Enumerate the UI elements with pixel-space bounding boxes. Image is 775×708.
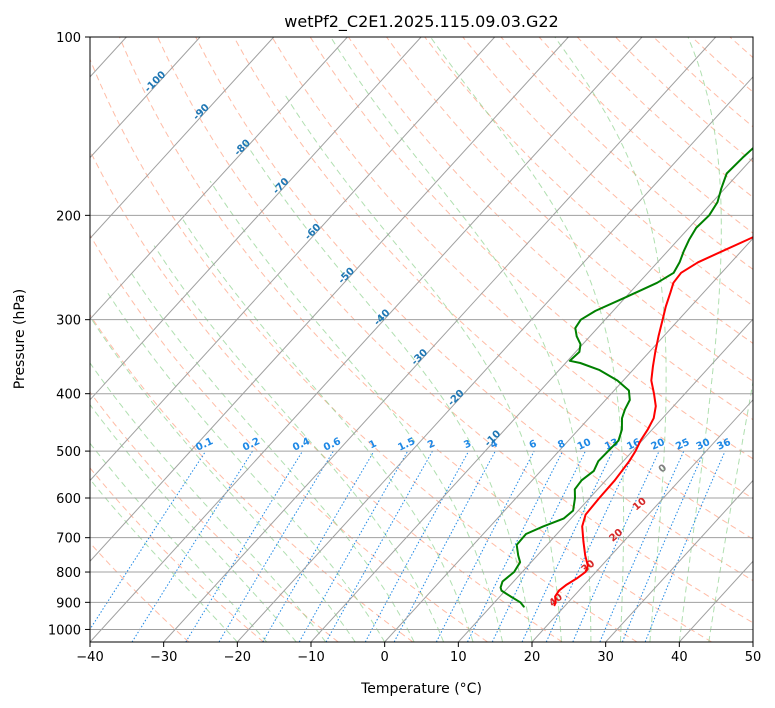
dry-adiabat <box>90 58 638 642</box>
x-tick-label: 20 <box>524 650 541 665</box>
isotherm-line <box>90 37 643 642</box>
moist-adiabat <box>90 362 327 642</box>
mixing-ratio-label: 30 <box>695 437 712 453</box>
mixing-ratio-line <box>621 450 705 642</box>
y-tick-label: 100 <box>56 31 81 46</box>
mixing-ratio-label: 36 <box>715 437 732 453</box>
isotherm-line <box>90 37 348 320</box>
dry-adiabat <box>347 37 753 421</box>
x-tick-label: 10 <box>450 650 467 665</box>
dry-adiabat <box>271 37 753 500</box>
moist-adiabat <box>90 315 356 642</box>
moist-adiabat <box>330 37 592 642</box>
x-tick-label: −40 <box>76 650 103 665</box>
isotherm-line <box>384 237 753 642</box>
y-tick-label: 500 <box>56 445 81 460</box>
y-tick-label: 900 <box>56 596 81 611</box>
mixing-ratio-line <box>545 450 636 642</box>
mixing-ratio-line <box>521 450 614 642</box>
moist-adiabat <box>430 37 625 642</box>
mixing-ratio-line <box>218 450 334 642</box>
isotherm-line <box>457 318 753 642</box>
moist-adiabat <box>678 37 722 642</box>
isotherm-line <box>90 37 496 482</box>
y-tick-label: 400 <box>56 388 81 403</box>
mixing-ratio-line <box>467 450 564 642</box>
moist-adiabat <box>708 379 753 642</box>
y-tick-label: 300 <box>56 314 81 329</box>
dry-adiabat <box>90 467 264 642</box>
dewpoint-line <box>499 146 753 608</box>
y-tick-label: 600 <box>56 492 81 507</box>
dry-adiabat <box>90 234 488 642</box>
isotherm-line <box>90 37 569 563</box>
mixing-ratio-line <box>185 450 304 642</box>
y-tick-label: 700 <box>56 532 81 547</box>
mixing-ratio-line <box>599 450 685 642</box>
profile-series <box>499 146 753 608</box>
dry-adiabat <box>309 37 753 460</box>
x-tick-label: 30 <box>597 650 614 665</box>
isotherm-line <box>310 156 753 642</box>
plot-frame <box>89 36 754 643</box>
y-tick-label: 800 <box>56 566 81 581</box>
mixing-ratio-line <box>393 450 496 642</box>
x-tick-label: 0 <box>381 650 389 665</box>
dry-adiabat <box>90 542 190 642</box>
mixing-ratio-label: 10 <box>576 437 593 453</box>
dry-adiabat <box>157 37 753 624</box>
isotherm-line <box>531 399 753 642</box>
dry-adiabat <box>386 37 753 382</box>
moist-adiabat <box>209 180 503 642</box>
x-tick-label: −30 <box>150 650 177 665</box>
y-axis-label: Pressure (hPa) <box>12 289 28 389</box>
isotherm-line <box>163 37 717 642</box>
x-tick-label: 40 <box>671 650 688 665</box>
isotherm-line <box>605 479 753 642</box>
mixing-ratio-line <box>90 450 207 631</box>
mixing-ratio-label: 2 <box>426 438 437 451</box>
x-tick-label: 50 <box>745 650 762 665</box>
mixing-ratio-label: 13 <box>603 437 620 453</box>
mixing-ratio-label: 3 <box>462 438 473 451</box>
isotherm-line <box>90 37 422 401</box>
moist-adiabat <box>284 94 562 642</box>
y-tick-label: 1000 <box>48 623 81 638</box>
mixing-ratio-label: 25 <box>674 437 691 453</box>
mixing-ratio-line <box>435 450 535 642</box>
mixing-ratio-label: 6 <box>528 438 539 451</box>
temperature-line <box>553 236 753 607</box>
axes: −40 −30 −20 −10 0 10 20 30 40 50 100 200 300 400 500 60… <box>48 31 761 665</box>
moist-adiabat <box>90 478 238 642</box>
x-tick-label: −10 <box>297 650 324 665</box>
chart-title: wetPf2_C2E1.2025.115.09.03.G22 <box>284 12 558 32</box>
isotherm-line <box>90 37 201 159</box>
dry-adiabat <box>90 149 563 642</box>
mixing-ratio-label: 1 <box>367 438 378 451</box>
mixing-ratio-label: 16 <box>625 437 642 453</box>
y-tick-label: 200 <box>56 209 81 224</box>
mixing-ratio-line <box>572 450 660 642</box>
mixing-ratio-line <box>131 450 254 642</box>
isotherm-line <box>236 76 753 642</box>
moist-adiabat <box>90 403 297 642</box>
mixing-ratio-label: 8 <box>556 438 567 451</box>
x-tick-label: −20 <box>224 650 251 665</box>
x-axis-label: Temperature (°C) <box>360 681 482 697</box>
mixing-ratio-line <box>364 450 470 642</box>
mixing-ratio-line <box>325 450 433 642</box>
mixing-ratio-label: 20 <box>649 437 666 453</box>
mixing-ratio-label: 4 <box>489 438 500 451</box>
isotherm-line <box>90 37 275 240</box>
